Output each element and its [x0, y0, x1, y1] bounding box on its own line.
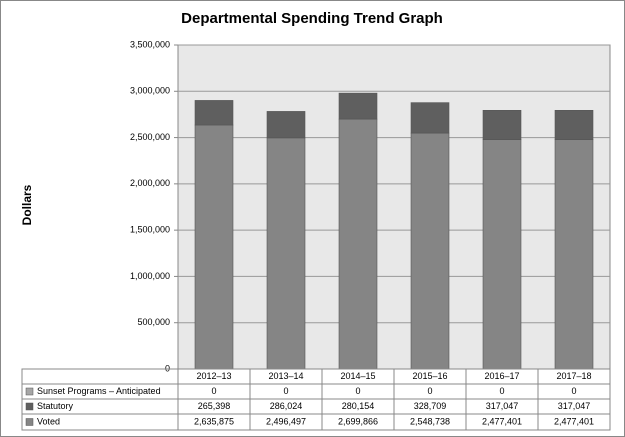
- x-tick-label: 2014–15: [340, 371, 375, 381]
- table-value: 328,709: [414, 401, 447, 411]
- legend-label: Statutory: [37, 401, 74, 411]
- x-tick-label: 2013–14: [268, 371, 303, 381]
- bar-segment: [482, 110, 522, 140]
- legend-swatch: [25, 418, 34, 426]
- table-value: 0: [571, 386, 576, 396]
- table-value: 0: [499, 386, 504, 396]
- chart-title: Departmental Spending Trend Graph: [181, 10, 443, 27]
- table-value: 0: [283, 386, 288, 396]
- bar-segment: [266, 111, 306, 139]
- legend-swatch: [25, 402, 34, 411]
- table-value: 2,477,401: [554, 416, 594, 426]
- table-value: 0: [211, 386, 216, 396]
- y-tick-label: 3,500,000: [130, 39, 170, 49]
- y-tick-label: 1,500,000: [130, 225, 170, 235]
- legend-label: Sunset Programs – Anticipated: [37, 386, 161, 396]
- y-tick-label: 0: [165, 363, 170, 373]
- bar-segment: [338, 118, 378, 370]
- table-value: 265,398: [198, 401, 231, 411]
- table-value: 2,699,866: [338, 416, 378, 426]
- x-tick-label: 2012–13: [196, 371, 231, 381]
- bar-segment: [266, 137, 306, 370]
- table-value: 2,477,401: [482, 416, 522, 426]
- bar-segment: [554, 110, 594, 140]
- bar-segment: [194, 100, 234, 126]
- x-tick-label: 2016–17: [484, 371, 519, 381]
- table-value: 317,047: [486, 401, 519, 411]
- table-value: 0: [355, 386, 360, 396]
- table-value: 0: [427, 386, 432, 396]
- table-value: 286,024: [270, 401, 303, 411]
- y-tick-label: 500,000: [137, 317, 170, 327]
- x-tick-label: 2017–18: [556, 371, 591, 381]
- x-tick-label: 2015–16: [412, 371, 447, 381]
- table-value: 2,635,875: [194, 416, 234, 426]
- bar-segment: [410, 132, 450, 370]
- legend-swatch: [25, 387, 34, 396]
- y-tick-label: 2,500,000: [130, 132, 170, 142]
- y-tick-label: 1,000,000: [130, 271, 170, 281]
- table-value: 2,496,497: [266, 416, 306, 426]
- legend-label: Voted: [37, 416, 60, 426]
- table-value: 317,047: [558, 401, 591, 411]
- bar-segment: [482, 139, 522, 370]
- bar-segment: [338, 92, 378, 120]
- bar-segment: [194, 124, 234, 370]
- bar-segment: [554, 139, 594, 370]
- y-tick-label: 3,000,000: [130, 86, 170, 96]
- plot-area: [177, 44, 611, 370]
- bar-segment: [410, 102, 450, 134]
- y-tick-label: 2,000,000: [130, 178, 170, 188]
- table-value: 280,154: [342, 401, 375, 411]
- y-axis-label: Dollars: [20, 184, 34, 225]
- table-value: 2,548,738: [410, 416, 450, 426]
